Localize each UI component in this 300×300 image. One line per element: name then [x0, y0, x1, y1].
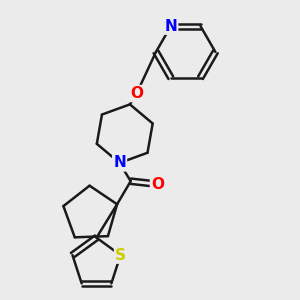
Text: N: N — [113, 155, 126, 170]
Text: S: S — [115, 248, 126, 262]
Text: O: O — [151, 177, 164, 192]
Text: O: O — [130, 86, 143, 101]
Text: N: N — [164, 19, 177, 34]
